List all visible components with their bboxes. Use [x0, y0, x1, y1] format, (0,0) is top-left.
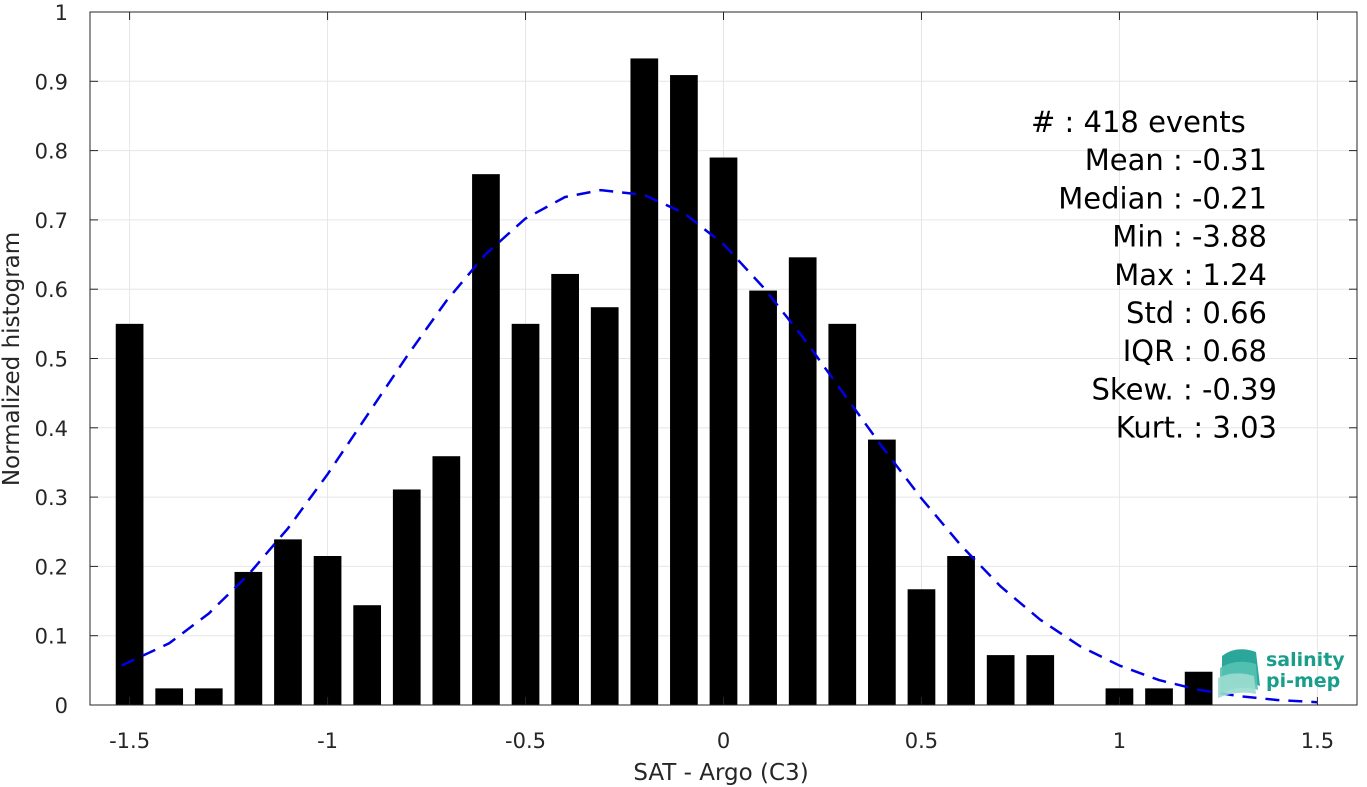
histogram-bar — [1145, 688, 1173, 705]
y-tick-label: 0 — [55, 694, 68, 718]
y-tick-label: 1 — [55, 1, 68, 25]
histogram-bar — [1184, 671, 1213, 705]
stat-line: Min : -3.88 — [1112, 220, 1267, 254]
histogram-bar — [630, 58, 659, 705]
histogram-bars — [115, 58, 1213, 706]
x-axis-ticks: -1.5 -1 -0.5 0 0.5 1 1.5 — [109, 12, 1334, 753]
histogram-bar — [590, 307, 619, 705]
histogram-bar — [868, 439, 896, 705]
histogram-bar — [511, 323, 540, 705]
salinity-wave-icon — [1218, 649, 1260, 698]
stat-line: IQR : 0.68 — [1123, 334, 1267, 368]
x-tick-label: -1.5 — [109, 729, 150, 753]
y-tick-label: 0.1 — [35, 625, 68, 649]
histogram-bar — [274, 539, 302, 705]
y-tick-label: 0.2 — [35, 555, 68, 579]
y-axis-ticks: 0 0.1 0.2 0.3 0.4 0.5 0.6 0.7 0.8 0.9 1 — [35, 1, 1357, 718]
x-tick-label: 1 — [1113, 729, 1126, 753]
y-tick-label: 0.9 — [35, 70, 68, 94]
x-tick-label: 0.5 — [905, 729, 938, 753]
histogram-bar — [472, 174, 500, 706]
histogram-bar — [234, 571, 263, 705]
x-axis-label: SAT - Argo (C3) — [633, 760, 808, 786]
histogram-bar — [749, 290, 777, 705]
histogram-bar — [1105, 688, 1134, 705]
statistics-box: # : 418 events Mean : -0.31 Median : -0.21… — [1031, 105, 1277, 445]
histogram-bar — [670, 75, 698, 706]
x-tick-label: -1 — [317, 729, 338, 753]
y-tick-label: 0.6 — [35, 278, 68, 302]
histogram-bar — [828, 323, 857, 705]
stat-line: Kurt. : 3.03 — [1116, 411, 1277, 445]
y-tick-label: 0.7 — [35, 209, 68, 233]
histogram-bar — [353, 605, 382, 705]
histogram-bar — [947, 556, 975, 705]
histogram-bar — [155, 688, 184, 705]
histogram-bar — [115, 323, 144, 705]
histogram-bar — [907, 589, 936, 705]
y-tick-label: 0.3 — [35, 486, 68, 510]
x-tick-label: 1.5 — [1301, 729, 1334, 753]
histogram-bar — [788, 257, 817, 705]
histogram-bar — [986, 655, 1015, 705]
x-tick-label: -0.5 — [505, 729, 546, 753]
histogram-bar — [313, 556, 342, 705]
histogram-bar — [392, 489, 421, 705]
stat-line: Median : -0.21 — [1058, 181, 1267, 215]
stat-line: Max : 1.24 — [1114, 258, 1267, 292]
histogram-bar — [551, 273, 579, 705]
logo-line-2: pi-mep — [1266, 670, 1340, 692]
histogram-bar — [432, 456, 461, 705]
histogram-bar — [194, 688, 223, 705]
y-axis-label: Normalized histogram — [0, 232, 25, 486]
stat-line: Std : 0.66 — [1126, 296, 1267, 330]
y-tick-label: 0.5 — [35, 348, 68, 372]
y-tick-label: 0.8 — [35, 140, 68, 164]
logo-line-1: salinity — [1266, 649, 1345, 671]
histogram-bar — [709, 157, 738, 705]
stat-line: Skew. : -0.39 — [1091, 372, 1277, 406]
salinity-pi-mep-logo: salinity pi-mep — [1218, 649, 1345, 698]
gaussian-fit-curve — [121, 188, 1318, 704]
y-tick-label: 0.4 — [35, 417, 68, 441]
stat-line: Mean : -0.31 — [1085, 143, 1267, 177]
histogram-bar — [1026, 655, 1055, 705]
stat-line: # : 418 events — [1031, 105, 1246, 139]
x-tick-label: 0 — [717, 729, 730, 753]
